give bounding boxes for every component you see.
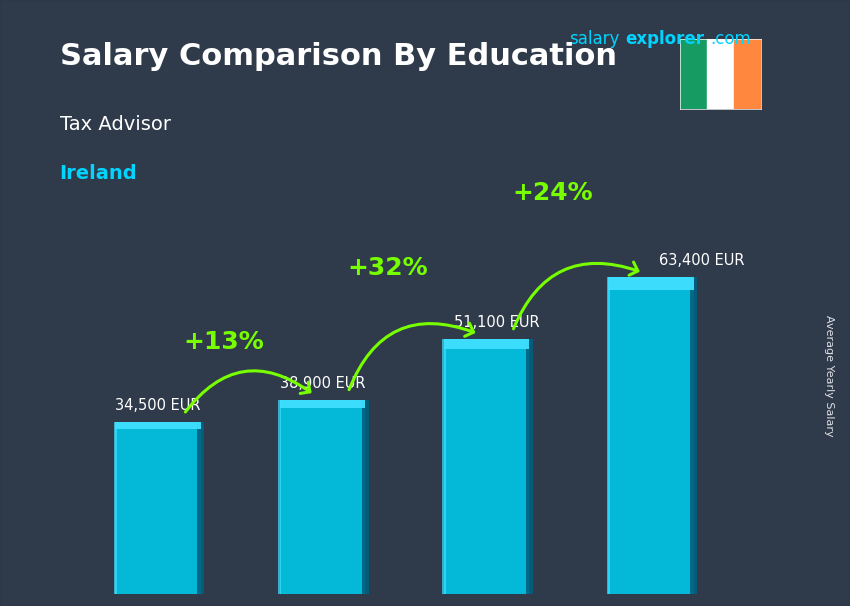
Text: 38,900 EUR: 38,900 EUR bbox=[280, 376, 366, 391]
Text: .com: .com bbox=[710, 30, 751, 48]
Text: +24%: +24% bbox=[513, 181, 592, 205]
Text: Tax Advisor: Tax Advisor bbox=[60, 115, 171, 134]
Bar bbox=[609, 278, 694, 290]
Bar bbox=[609, 278, 694, 594]
Bar bbox=[116, 422, 201, 428]
Text: salary: salary bbox=[570, 30, 620, 48]
Text: Salary Comparison By Education: Salary Comparison By Education bbox=[60, 42, 616, 72]
Text: 63,400 EUR: 63,400 EUR bbox=[660, 253, 745, 268]
Bar bbox=[680, 39, 707, 109]
Bar bbox=[734, 39, 761, 109]
Text: +13%: +13% bbox=[184, 330, 264, 354]
Bar bbox=[442, 339, 445, 594]
Bar bbox=[444, 339, 530, 594]
Bar bbox=[197, 422, 204, 594]
Bar bbox=[607, 278, 610, 594]
Text: 34,500 EUR: 34,500 EUR bbox=[116, 398, 201, 413]
Bar bbox=[707, 39, 734, 109]
Text: +32%: +32% bbox=[348, 256, 428, 280]
Text: Average Yearly Salary: Average Yearly Salary bbox=[824, 315, 834, 436]
Bar bbox=[362, 400, 369, 594]
Text: Ireland: Ireland bbox=[60, 164, 137, 182]
Text: 51,100 EUR: 51,100 EUR bbox=[454, 315, 540, 330]
Bar bbox=[280, 400, 366, 407]
Bar bbox=[280, 400, 366, 594]
Text: explorer: explorer bbox=[625, 30, 704, 48]
Bar bbox=[278, 400, 281, 594]
Bar bbox=[690, 278, 697, 594]
Bar bbox=[114, 422, 117, 594]
Bar bbox=[444, 339, 530, 349]
Bar bbox=[116, 422, 201, 594]
Bar bbox=[526, 339, 533, 594]
